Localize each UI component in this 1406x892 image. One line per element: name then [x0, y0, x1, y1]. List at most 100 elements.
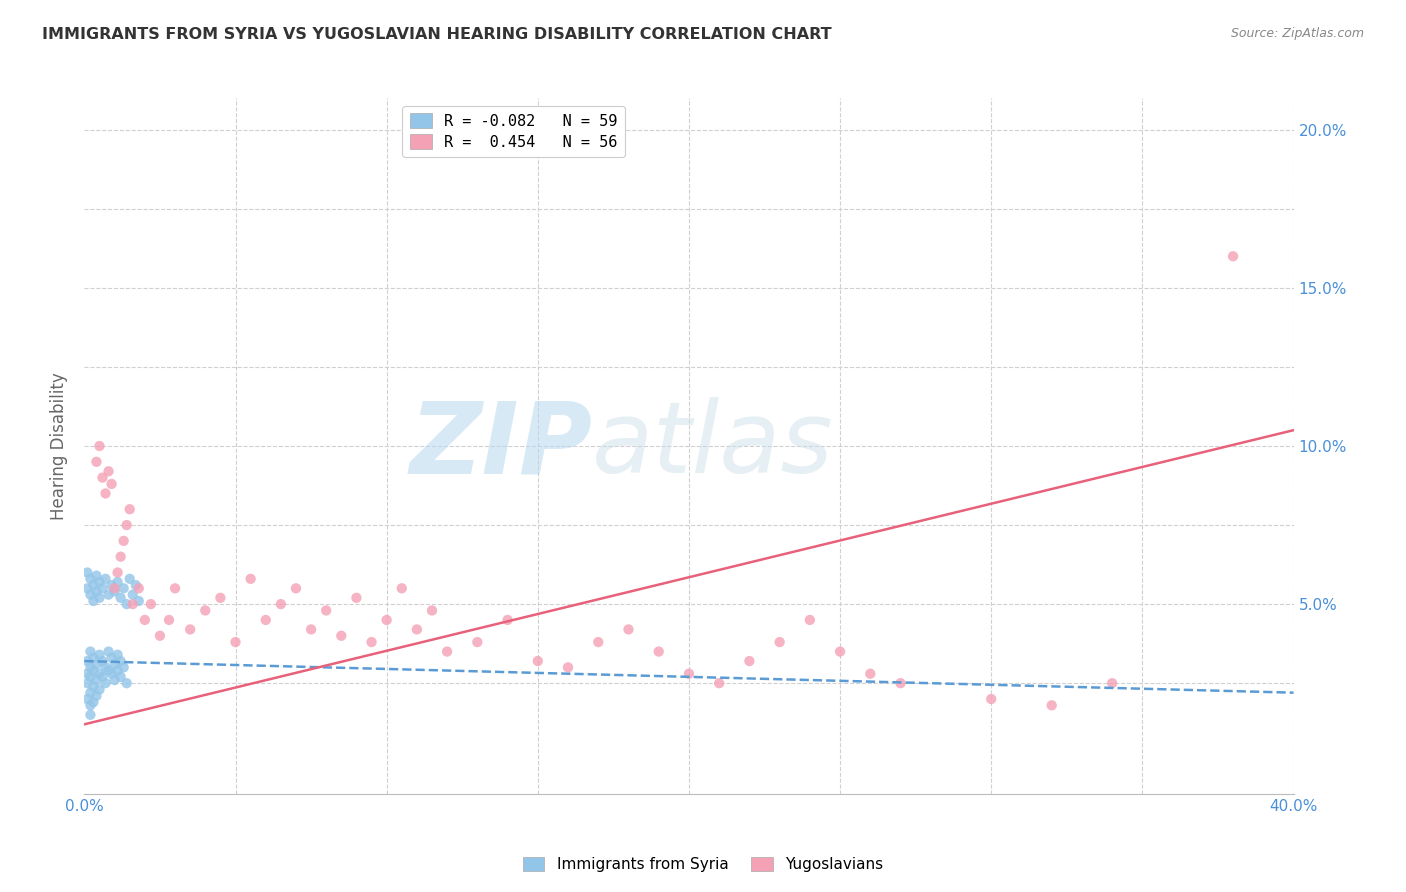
- Point: [97, 588, 120, 602]
- Point: [76, 566, 98, 580]
- Text: atlas: atlas: [592, 398, 834, 494]
- Point: [76, 582, 98, 596]
- Point: [420, 603, 443, 617]
- Point: [115, 518, 138, 533]
- Point: [89, 439, 111, 453]
- Point: [104, 582, 127, 596]
- Point: [678, 666, 700, 681]
- Point: [980, 692, 1002, 706]
- Point: [799, 613, 821, 627]
- Point: [86, 657, 108, 672]
- Point: [76, 692, 98, 706]
- Point: [436, 644, 458, 658]
- Text: ZIP: ZIP: [409, 398, 592, 494]
- Point: [89, 574, 111, 589]
- Point: [285, 582, 308, 596]
- Point: [617, 623, 640, 637]
- Point: [830, 644, 852, 658]
- Legend: Immigrants from Syria, Yugoslavians: Immigrants from Syria, Yugoslavians: [516, 849, 890, 880]
- Point: [82, 651, 104, 665]
- Point: [1222, 249, 1244, 263]
- Point: [165, 582, 187, 596]
- Point: [79, 660, 101, 674]
- Point: [121, 597, 143, 611]
- Point: [82, 594, 104, 608]
- Point: [121, 588, 143, 602]
- Point: [179, 623, 201, 637]
- Point: [375, 613, 398, 627]
- Point: [100, 651, 122, 665]
- Point: [107, 574, 129, 589]
- Point: [82, 664, 104, 678]
- Point: [79, 707, 101, 722]
- Point: [82, 578, 104, 592]
- Point: [125, 578, 148, 592]
- Point: [346, 591, 368, 605]
- Point: [100, 477, 122, 491]
- Point: [110, 654, 132, 668]
- Point: [104, 673, 127, 687]
- Text: IMMIGRANTS FROM SYRIA VS YUGOSLAVIAN HEARING DISABILITY CORRELATION CHART: IMMIGRANTS FROM SYRIA VS YUGOSLAVIAN HEA…: [42, 27, 832, 42]
- Point: [89, 666, 111, 681]
- Point: [115, 597, 138, 611]
- Point: [134, 613, 156, 627]
- Point: [115, 676, 138, 690]
- Point: [86, 584, 108, 599]
- Point: [709, 676, 731, 690]
- Point: [86, 689, 108, 703]
- Point: [139, 597, 162, 611]
- Point: [128, 582, 150, 596]
- Point: [94, 660, 117, 674]
- Point: [76, 654, 98, 668]
- Point: [194, 603, 217, 617]
- Point: [588, 635, 610, 649]
- Point: [100, 666, 122, 681]
- Point: [157, 613, 180, 627]
- Point: [86, 455, 108, 469]
- Point: [82, 695, 104, 709]
- Point: [110, 670, 132, 684]
- Point: [79, 686, 101, 700]
- Point: [76, 676, 98, 690]
- Point: [112, 582, 135, 596]
- Point: [107, 566, 129, 580]
- Point: [100, 578, 122, 592]
- Point: [467, 635, 489, 649]
- Point: [360, 635, 382, 649]
- Point: [270, 597, 292, 611]
- Point: [859, 666, 882, 681]
- Point: [890, 676, 912, 690]
- Point: [527, 654, 550, 668]
- Point: [209, 591, 232, 605]
- Point: [79, 698, 101, 713]
- Point: [299, 623, 322, 637]
- Point: [79, 588, 101, 602]
- Point: [94, 676, 117, 690]
- Point: [112, 533, 135, 548]
- Point: [110, 591, 132, 605]
- Point: [104, 657, 127, 672]
- Point: [112, 660, 135, 674]
- Point: [79, 670, 101, 684]
- Point: [1101, 676, 1123, 690]
- Point: [97, 644, 120, 658]
- Point: [107, 664, 129, 678]
- Point: [86, 673, 108, 687]
- Point: [82, 679, 104, 693]
- Point: [91, 470, 114, 484]
- Text: Source: ZipAtlas.com: Source: ZipAtlas.com: [1230, 27, 1364, 40]
- Point: [1040, 698, 1063, 713]
- Point: [91, 654, 114, 668]
- Point: [118, 572, 141, 586]
- Point: [86, 568, 108, 582]
- Point: [391, 582, 413, 596]
- Point: [330, 629, 353, 643]
- Point: [315, 603, 337, 617]
- Point: [89, 591, 111, 605]
- Point: [89, 648, 111, 662]
- Point: [496, 613, 519, 627]
- Point: [107, 648, 129, 662]
- Point: [225, 635, 247, 649]
- Y-axis label: Hearing Disability: Hearing Disability: [51, 372, 69, 520]
- Point: [406, 623, 429, 637]
